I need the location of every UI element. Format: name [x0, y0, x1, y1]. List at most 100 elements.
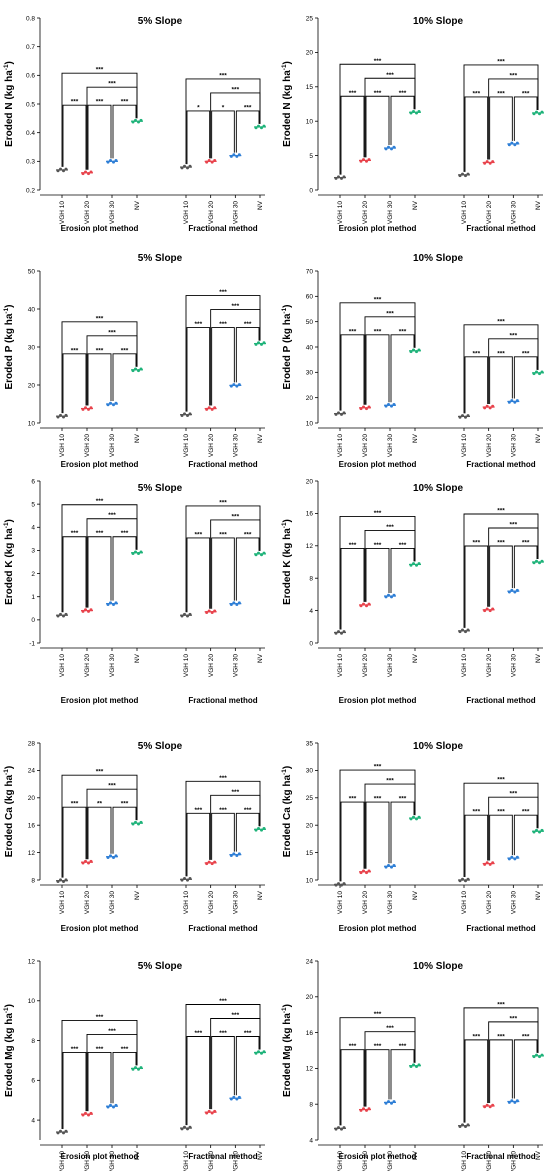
significance-label: *** [232, 789, 240, 796]
significance-label: *** [510, 1015, 518, 1022]
data-point [464, 630, 467, 634]
significance-bracket [112, 104, 137, 159]
data-point [334, 883, 338, 887]
data-point [488, 1105, 492, 1109]
significance-label: *** [244, 321, 252, 328]
data-point [384, 404, 388, 408]
data-point [131, 369, 135, 373]
data-point [392, 402, 396, 406]
data-point [415, 111, 418, 115]
significance-label: *** [219, 1030, 227, 1037]
data-point [342, 175, 346, 179]
significance-label: *** [96, 315, 104, 322]
chart-panel-9: 5% Slope 4 6 8 10 12 Eroded Mg (kg ha-1) VGH 10… [3, 958, 266, 1171]
y-tick-label: 8 [31, 1038, 35, 1045]
significance-label: *** [497, 1001, 505, 1008]
x-tick-label: VGH 30 [387, 654, 394, 678]
significance-bracket [464, 356, 489, 414]
significance-label: *** [497, 90, 505, 97]
data-point [87, 407, 90, 411]
data-point [458, 1124, 462, 1128]
x-tick-label: VGH 10 [59, 201, 66, 225]
significance-label: *** [374, 1043, 382, 1050]
data-point [387, 402, 390, 406]
y-tick-label: 0.4 [26, 130, 35, 137]
group-label: Fractional method [188, 924, 257, 933]
data-point [392, 593, 396, 597]
significance-label: *** [219, 321, 227, 328]
significance-bracket [210, 92, 261, 159]
data-point [409, 1065, 413, 1069]
y-tick-label: 5 [31, 501, 35, 508]
data-point [64, 1129, 68, 1133]
significance-bracket [185, 78, 261, 165]
data-point [134, 550, 137, 554]
significance-label: *** [219, 775, 227, 782]
significance-label: *** [374, 296, 382, 303]
x-tick-label: VGH 30 [233, 891, 240, 915]
y-tick-label: 12 [306, 1066, 314, 1073]
x-tick-label: VGH 10 [59, 434, 66, 458]
x-tick-label: VGH 10 [337, 891, 344, 915]
y-tick-label: 8 [309, 1102, 313, 1109]
significance-label: *** [96, 1014, 104, 1021]
chart-panel-4: 10% Slope 10 20 30 40 50 60 70 Eroded P (kg ha-1… [281, 253, 544, 469]
y-tick-label: 20 [28, 382, 36, 389]
data-point [415, 563, 418, 567]
data-point [340, 176, 343, 180]
y-tick-label: 3 [31, 548, 35, 555]
data-point [232, 601, 236, 605]
data-point [390, 865, 393, 869]
x-tick-label: VGH 20 [486, 1151, 493, 1171]
significance-bracket [365, 95, 390, 158]
data-point [262, 827, 266, 831]
data-point [56, 169, 60, 173]
data-point [254, 1051, 258, 1055]
data-point [183, 1125, 186, 1129]
data-point [362, 1107, 365, 1111]
data-point [109, 159, 112, 163]
significance-label: ** [97, 801, 103, 808]
x-tick-label: VGH 20 [362, 891, 369, 915]
data-point [334, 412, 338, 416]
data-point [342, 882, 346, 886]
y-tick-label: 60 [306, 294, 314, 301]
data-point [390, 404, 393, 408]
significance-label: *** [219, 499, 227, 506]
significance-bracket [340, 95, 365, 175]
significance-label: *** [473, 540, 481, 547]
data-point [359, 604, 363, 608]
y-tick-label: 6 [31, 478, 35, 485]
data-point [254, 342, 258, 346]
x-tick-label: VGH 20 [486, 654, 493, 678]
significance-label: *** [108, 512, 116, 519]
data-point [81, 1113, 85, 1117]
data-point [131, 552, 135, 556]
data-point [84, 1111, 87, 1115]
data-point [515, 141, 519, 145]
x-tick-label: NV [412, 653, 419, 663]
data-point [417, 1063, 421, 1067]
data-point [458, 174, 462, 178]
data-point [180, 166, 184, 170]
data-point [384, 595, 388, 599]
data-point [515, 588, 519, 592]
data-point [367, 602, 371, 606]
data-point [106, 856, 110, 860]
significance-bracket [185, 780, 261, 877]
y-tick-label: 6 [31, 1078, 35, 1085]
data-point [260, 342, 263, 346]
x-tick-label: VGH 30 [387, 1151, 394, 1171]
data-point [106, 160, 110, 164]
data-point [260, 1051, 263, 1055]
significance-bracket [185, 295, 261, 412]
significance-label: *** [399, 328, 407, 335]
data-point [359, 871, 363, 875]
data-point [207, 1109, 211, 1113]
y-axis-label: Eroded Ca (kg ha-1) [281, 766, 293, 857]
x-tick-label: VGH 10 [183, 891, 190, 915]
data-point [89, 1111, 93, 1115]
data-point [137, 1067, 140, 1071]
significance-bracket [61, 321, 138, 414]
group-label: Erosion plot method [61, 460, 139, 469]
